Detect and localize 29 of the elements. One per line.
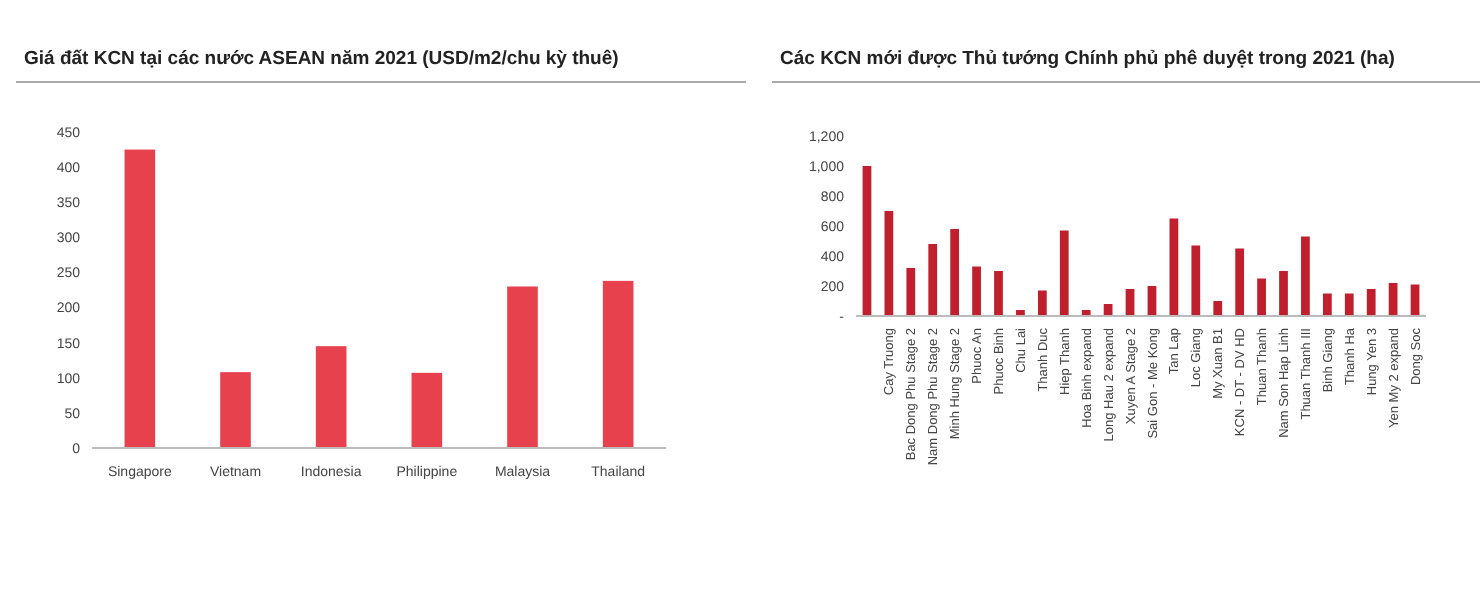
bar (1235, 248, 1245, 316)
bar (1059, 230, 1069, 316)
bar (994, 271, 1003, 316)
bar (950, 229, 960, 316)
chart-title: Các KCN mới được Thủ tướng Chính phủ phê duyệt trong 2021 (ha) (780, 48, 1395, 70)
bar (1301, 236, 1310, 316)
bar (862, 166, 872, 316)
bar (928, 244, 938, 316)
bar (884, 211, 894, 316)
bar (906, 268, 916, 316)
bar (1213, 301, 1223, 316)
bar (972, 266, 981, 316)
bar (1388, 283, 1398, 316)
bar (1322, 293, 1332, 316)
bar (124, 149, 156, 448)
bar (411, 372, 443, 448)
bar (1366, 289, 1376, 316)
bar (1257, 278, 1266, 316)
bar (1344, 293, 1354, 316)
bar (1279, 271, 1288, 316)
bar (220, 372, 251, 448)
bar (1037, 290, 1047, 316)
bar (507, 286, 538, 448)
bar (315, 346, 347, 448)
chart-title: Giá đất KCN tại các nước ASEAN năm 2021 (USD/m2/chu kỳ thuê) (24, 48, 619, 70)
bar (602, 280, 634, 448)
bar (1169, 218, 1179, 316)
bar (1191, 245, 1201, 316)
bar (1103, 304, 1113, 316)
